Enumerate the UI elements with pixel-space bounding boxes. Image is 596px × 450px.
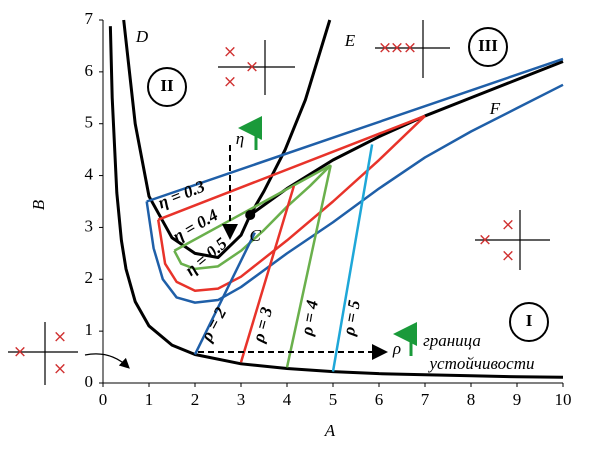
plot-area: 0 1 2 3 4 5 6 7 8 9 10 0 1 2 3 4 5 6 7 xyxy=(85,9,572,409)
y-tick-label: 2 xyxy=(85,268,94,287)
y-tick-label: 3 xyxy=(85,216,94,235)
x-tick-label: 4 xyxy=(283,390,292,409)
x-tick-label: 3 xyxy=(237,390,246,409)
annotation: II xyxy=(160,76,174,95)
y-tick-label: 1 xyxy=(85,320,94,339)
x-tick-label: 9 xyxy=(513,390,522,409)
region-circles xyxy=(147,27,549,342)
y-tick-label: 0 xyxy=(85,372,94,391)
annotation: η = 0.3 xyxy=(155,176,208,212)
svg-text:×: × xyxy=(378,38,392,58)
annotation: F xyxy=(489,99,501,118)
annotation: η xyxy=(236,129,244,148)
svg-text:×: × xyxy=(53,359,67,379)
annotation: D xyxy=(135,27,149,46)
point xyxy=(245,209,256,220)
svg-text:×: × xyxy=(13,342,27,362)
stability-icons xyxy=(8,20,550,385)
curve xyxy=(173,164,332,252)
annotation: ρ = 3 xyxy=(248,305,276,346)
curve xyxy=(108,26,564,379)
x-tick-label: 5 xyxy=(329,390,338,409)
y-tick-label: 6 xyxy=(85,61,94,80)
svg-text:×: × xyxy=(245,57,259,77)
point-label: C xyxy=(250,226,262,245)
x-tick-label: 6 xyxy=(375,390,384,409)
annotation: I xyxy=(526,311,533,330)
curve xyxy=(146,57,564,203)
y-tick-label: 5 xyxy=(85,113,94,132)
annotation: ρ xyxy=(392,339,401,358)
root-markers: ××× ××× ××× ××× xyxy=(13,38,515,379)
annotation: устойчивости xyxy=(428,354,535,373)
curve xyxy=(157,114,426,221)
curve xyxy=(145,83,564,304)
curve xyxy=(122,19,332,260)
y-axis-label: B xyxy=(29,199,48,210)
svg-text:×: × xyxy=(223,42,237,62)
curve xyxy=(285,164,332,368)
x-tick-label: 0 xyxy=(99,390,108,409)
curve xyxy=(173,164,332,271)
svg-text:×: × xyxy=(501,246,515,266)
curve xyxy=(331,144,374,372)
svg-text:×: × xyxy=(403,38,417,58)
x-tick-label: 7 xyxy=(421,390,430,409)
annotation: граница xyxy=(423,331,481,350)
svg-text:×: × xyxy=(390,38,404,58)
x-tick-label: 10 xyxy=(555,390,572,409)
curve xyxy=(249,60,564,217)
x-tick-label: 2 xyxy=(191,390,200,409)
svg-text:×: × xyxy=(223,72,237,92)
annotation: III xyxy=(478,36,498,55)
annotation: ρ = 2 xyxy=(196,304,230,346)
curve xyxy=(239,185,296,363)
curve xyxy=(193,232,256,356)
x-tick-label: 1 xyxy=(145,390,154,409)
y-tick-label: 7 xyxy=(85,9,94,28)
pointer-arrow xyxy=(84,353,130,369)
annotation: ρ = 5 xyxy=(339,298,364,338)
svg-text:×: × xyxy=(478,230,492,250)
svg-text:×: × xyxy=(53,327,67,347)
y-tick-label: 4 xyxy=(85,164,94,183)
annotation: E xyxy=(344,31,356,50)
x-axis-label: A xyxy=(324,421,336,440)
annotation: η = 0.5 xyxy=(181,234,231,280)
x-tick-label: 8 xyxy=(467,390,476,409)
svg-text:×: × xyxy=(501,215,515,235)
